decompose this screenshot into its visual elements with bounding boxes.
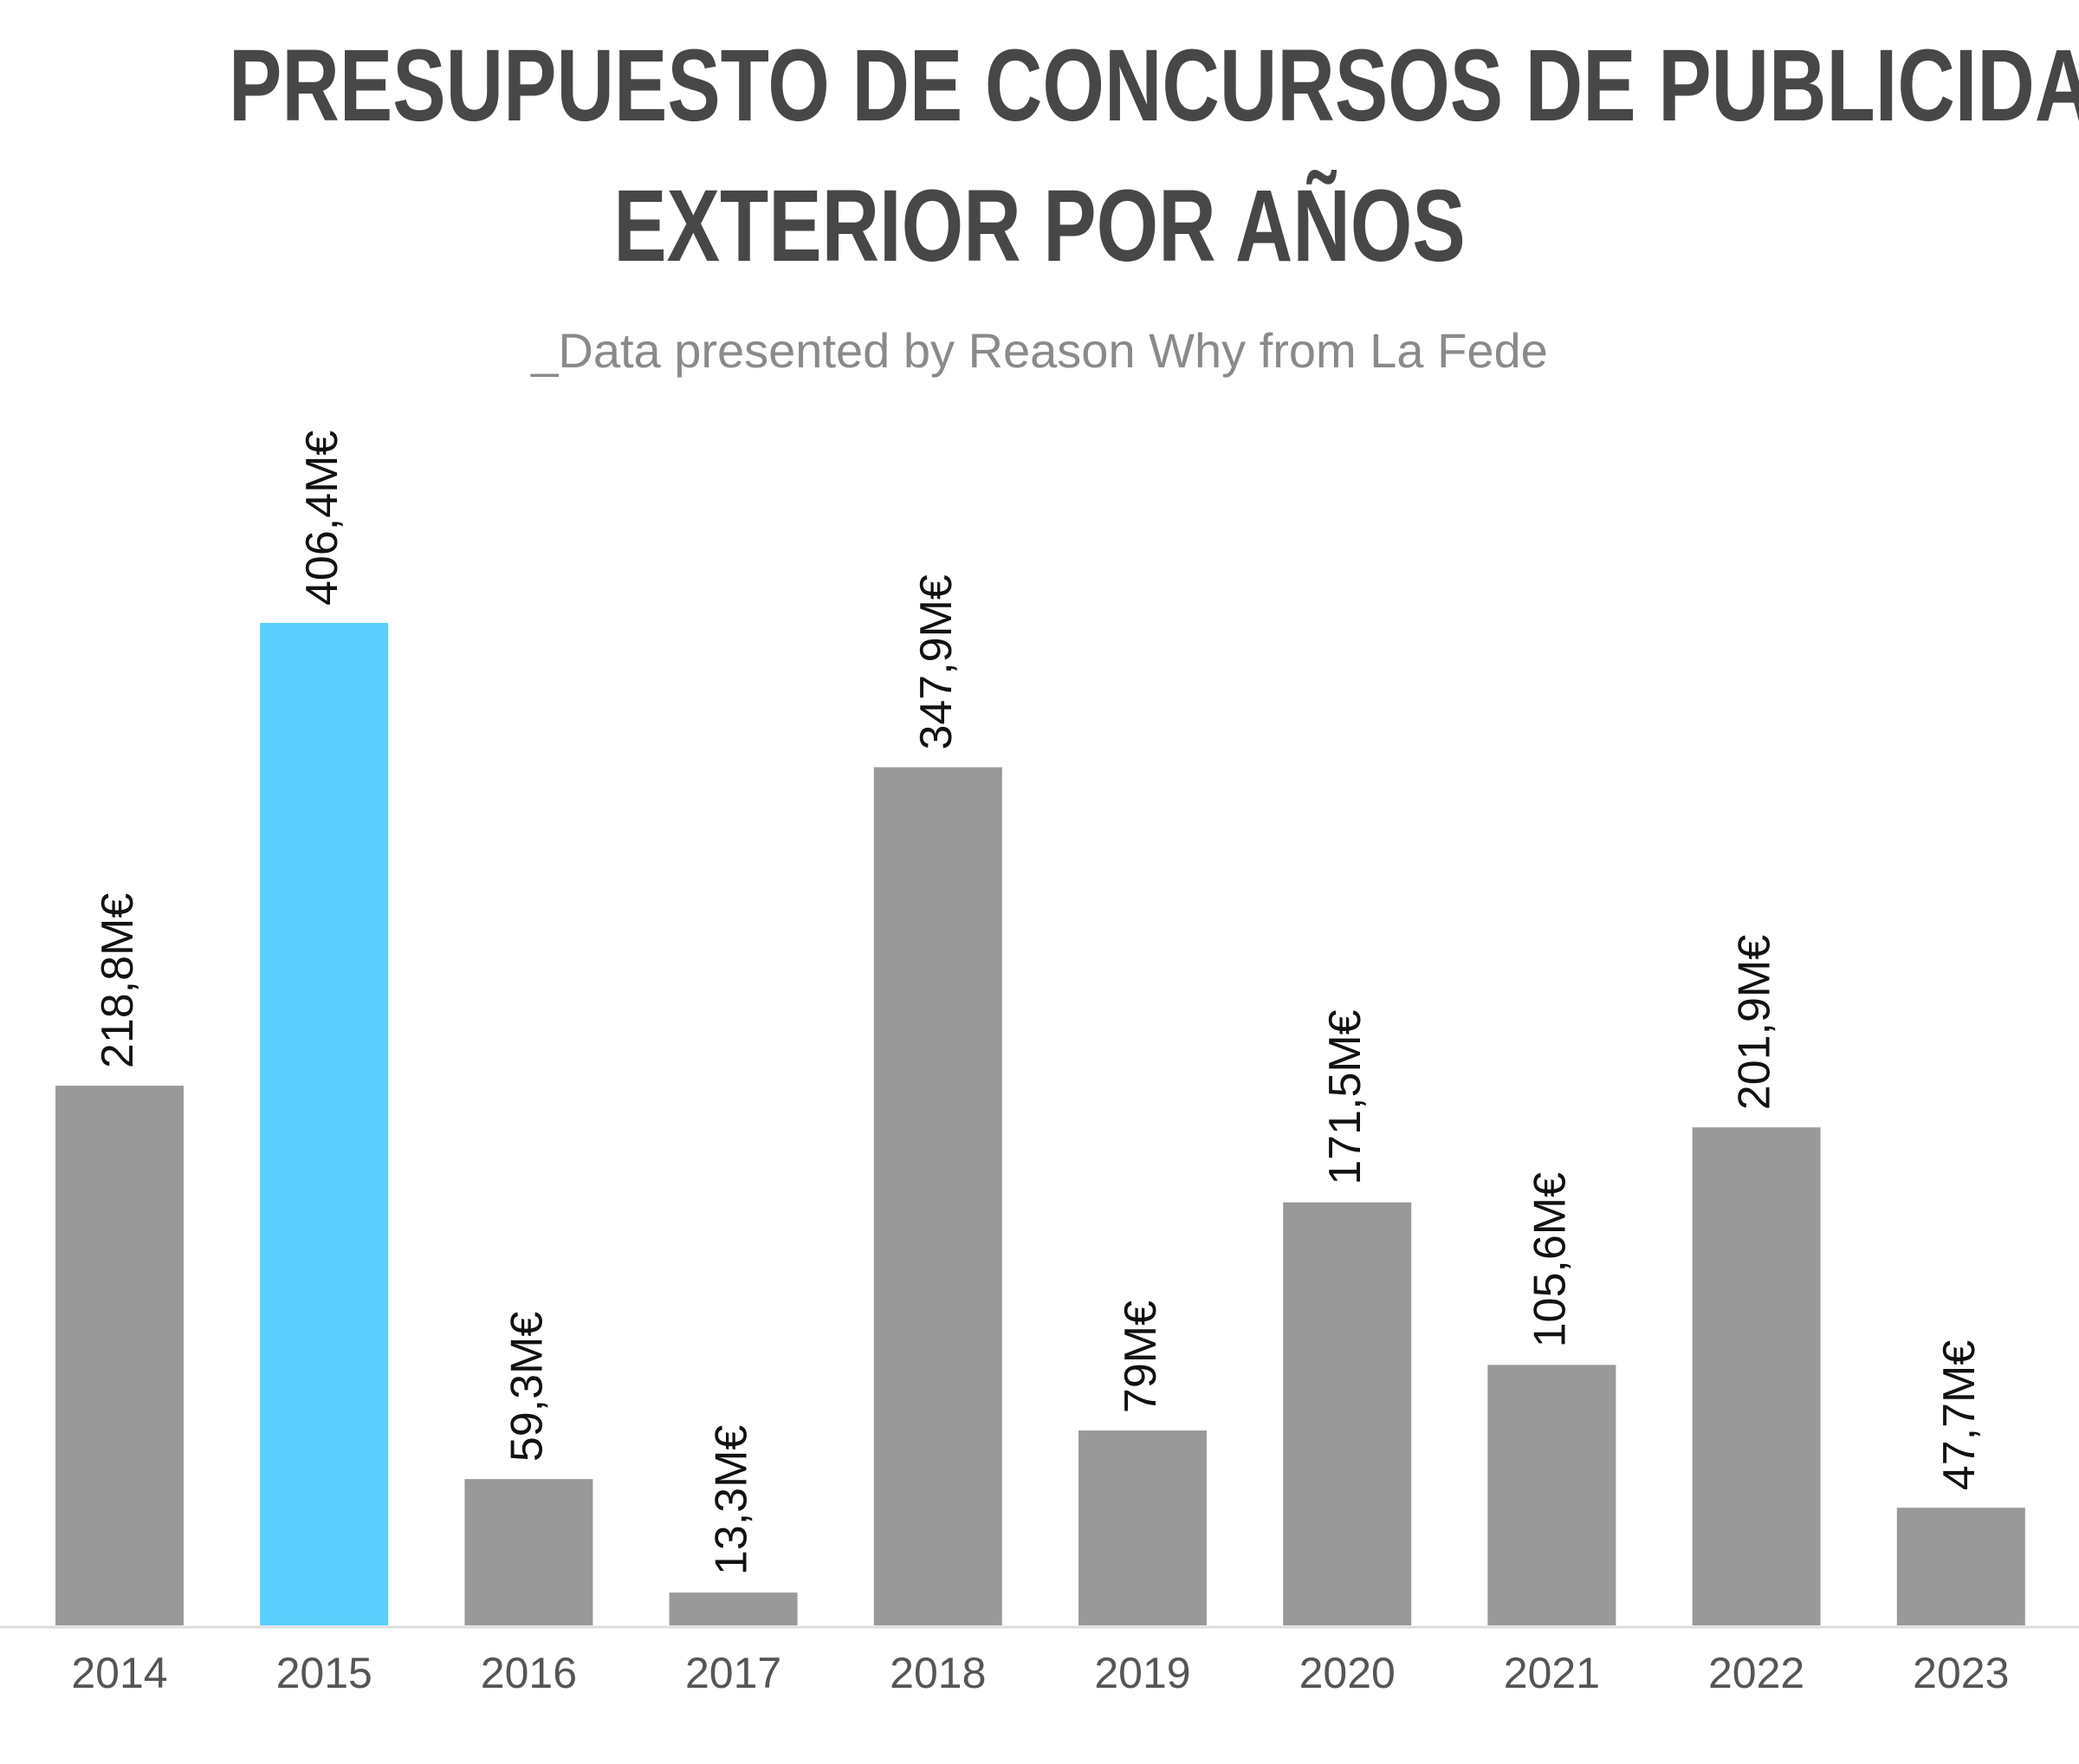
x-tick-label-2020: 2020	[1299, 1649, 1396, 1697]
x-tick-label-2021: 2021	[1504, 1649, 1600, 1697]
value-label-2017: 13,3M€	[707, 1425, 757, 1576]
value-label-2021: 105,6M€	[1525, 1172, 1575, 1347]
bar-2018	[873, 767, 1002, 1625]
x-tick-label-2015: 2015	[276, 1649, 372, 1697]
bar-2017	[669, 1592, 798, 1625]
x-tick-label-2019: 2019	[1094, 1649, 1190, 1697]
chart-title: PRESUPUESTO DE CONCURSOS DE PUBLICIDAD E…	[229, 16, 2079, 296]
bar-2020	[1283, 1202, 1412, 1625]
value-label-2022: 201,9M€	[1730, 935, 1780, 1110]
bar-2021	[1487, 1365, 1616, 1625]
x-tick-label-2016: 2016	[481, 1649, 577, 1697]
chart-title-line-1: PRESUPUESTO DE CONCURSOS DE PUBLICIDAD	[229, 29, 2079, 143]
bar-2016	[464, 1479, 593, 1625]
x-tick-label-2023: 2023	[1913, 1649, 2009, 1697]
value-label-2023: 47,7M€	[1934, 1340, 1985, 1491]
value-label-2019: 79M€	[1116, 1300, 1166, 1413]
bar-2019	[1078, 1430, 1207, 1625]
bar-2022	[1692, 1127, 1821, 1625]
x-tick-label-2014: 2014	[71, 1649, 167, 1697]
x-tick-label-2022: 2022	[1708, 1649, 1804, 1697]
bar-2014	[55, 1086, 184, 1625]
value-label-2016: 59,3M€	[502, 1312, 552, 1462]
value-label-2020: 171,5M€	[1320, 1009, 1370, 1184]
value-label-2018: 347,9M€	[911, 574, 962, 749]
bar-2015	[260, 623, 389, 1625]
value-label-2015: 406,4M€	[297, 431, 347, 606]
x-tick-label-2018: 2018	[890, 1649, 986, 1697]
bar-2023	[1896, 1508, 2025, 1625]
value-label-2014: 218,8M€	[93, 893, 143, 1068]
x-tick-label-2017: 2017	[685, 1649, 781, 1697]
chart-title-line-2: EXTERIOR POR AÑOS	[613, 169, 1466, 283]
chart-subtitle: _Data presented by Reason Why from La Fe…	[531, 323, 1548, 378]
